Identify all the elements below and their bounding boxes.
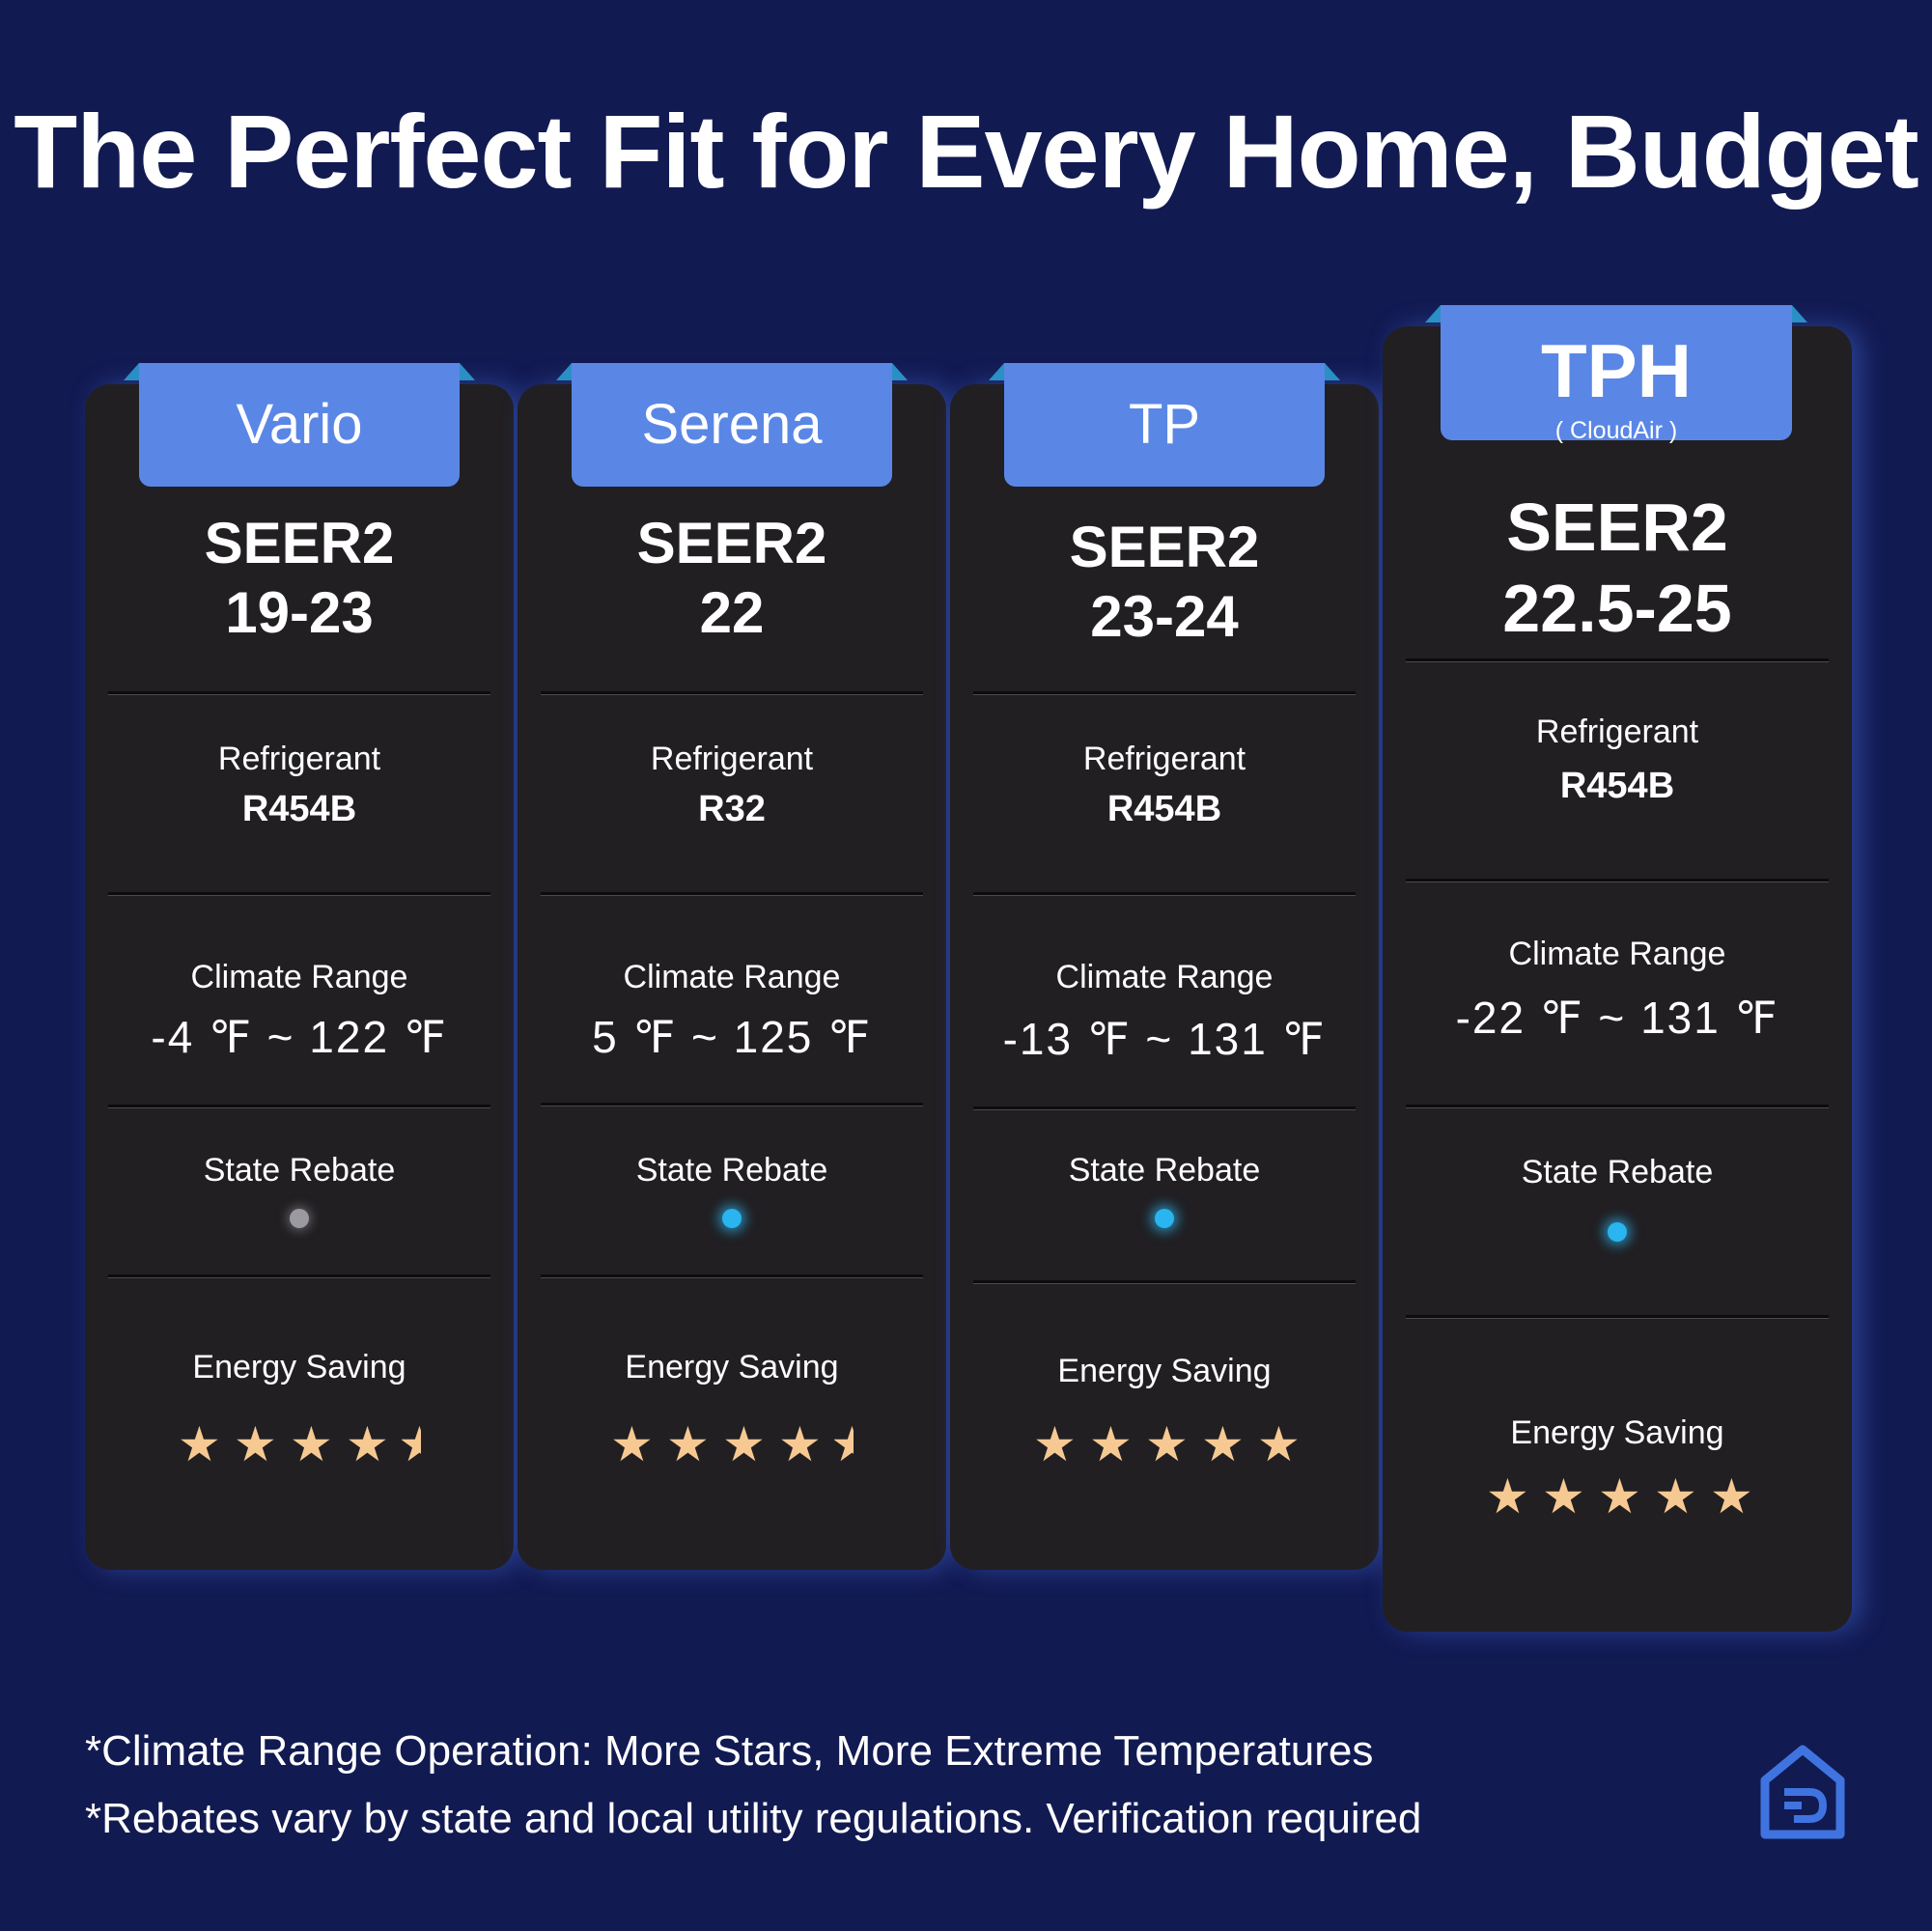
seer-value: 23-24 (1090, 584, 1239, 649)
energy-star-rating: ★★★★★ (1383, 1469, 1852, 1524)
divider (541, 1103, 923, 1106)
star-icon: ★ (290, 1417, 333, 1471)
climate-range-value: -13 ℉ ~ 131 ℉ (1002, 1014, 1327, 1064)
half-star-icon: ★ (402, 1417, 421, 1471)
refrigerant-label: Refrigerant (1535, 714, 1699, 750)
product-name: TP (1128, 393, 1201, 456)
energy-star-rating: ★★★★★ (85, 1417, 514, 1471)
refrigerant-label: Refrigerant (217, 741, 381, 777)
energy-label: Energy Saving (1057, 1353, 1272, 1389)
half-star-icon: ★ (834, 1417, 854, 1471)
divider (108, 1105, 490, 1108)
product-name: Vario (236, 393, 363, 456)
seer-label: SEER2 (204, 511, 395, 575)
seer-value: 22 (699, 580, 765, 645)
climate-label: Climate Range (1508, 936, 1726, 972)
refrigerant-label: Refrigerant (1082, 741, 1246, 777)
divider (541, 691, 923, 695)
energy-star-rating: ★★★★★ (950, 1417, 1379, 1471)
product-subname: ( CloudAir ) (1554, 417, 1678, 444)
product-card-vario: Vario SEER2 19-23 Refrigerant R454B Clim… (85, 363, 514, 1570)
card-header-tab: TP (989, 363, 1340, 487)
refrigerant-value: R454B (241, 789, 357, 829)
divider (973, 691, 1356, 695)
star-icon: ★ (1486, 1469, 1529, 1524)
star-icon: ★ (1201, 1417, 1245, 1471)
rebate-indicator (1608, 1222, 1627, 1242)
card-header-tab: Vario (124, 363, 475, 487)
divider (973, 1106, 1356, 1110)
star-icon: ★ (778, 1417, 822, 1471)
refrigerant-value: R454B (1106, 789, 1222, 829)
divider (108, 892, 490, 896)
rebate-indicator (1155, 1209, 1174, 1228)
star-icon: ★ (666, 1417, 710, 1471)
card-header-tab: Serena (556, 363, 908, 487)
star-icon: ★ (1654, 1469, 1697, 1524)
divider (1406, 1315, 1829, 1319)
footnote-climate: *Climate Range Operation: More Stars, Mo… (85, 1727, 1374, 1775)
product-card-serena: Serena SEER2 22 Refrigerant R32 Climate … (518, 363, 946, 1570)
climate-label: Climate Range (1055, 959, 1274, 995)
divider (108, 691, 490, 695)
rebate-label: State Rebate (1521, 1154, 1714, 1190)
seer-label: SEER2 (636, 511, 827, 575)
seer-label: SEER2 (1506, 490, 1728, 565)
footnote-rebates: *Rebates vary by state and local utility… (85, 1795, 1422, 1842)
seer-value: 22.5-25 (1502, 571, 1732, 646)
product-card-tp: TP SEER2 23-24 Refrigerant R454B Climate… (950, 363, 1379, 1570)
energy-label: Energy Saving (192, 1349, 406, 1385)
page-title: The Perfect Fit for Every Home, Budget (14, 93, 1918, 210)
star-icon: ★ (1257, 1417, 1301, 1471)
seer-label: SEER2 (1069, 515, 1260, 579)
divider (973, 1280, 1356, 1284)
star-icon: ★ (1089, 1417, 1133, 1471)
divider (1406, 1105, 1829, 1108)
climate-label: Climate Range (190, 959, 408, 995)
climate-label: Climate Range (623, 959, 841, 995)
star-icon: ★ (1145, 1417, 1189, 1471)
divider (541, 892, 923, 896)
house-logo-icon (1760, 1745, 1845, 1839)
rebate-label: State Rebate (635, 1152, 828, 1189)
divider (1406, 658, 1829, 662)
star-icon: ★ (1033, 1417, 1077, 1471)
climate-range-value: -22 ℉ ~ 131 ℉ (1455, 993, 1779, 1043)
rebate-indicator (290, 1209, 309, 1228)
seer-value: 19-23 (225, 580, 374, 645)
star-icon: ★ (610, 1417, 654, 1471)
climate-range-value: -4 ℉ ~ 122 ℉ (151, 1012, 448, 1062)
star-icon: ★ (178, 1417, 221, 1471)
rebate-label: State Rebate (1068, 1152, 1261, 1189)
rebate-label: State Rebate (203, 1152, 396, 1189)
star-icon: ★ (1598, 1469, 1641, 1524)
star-icon: ★ (1710, 1469, 1753, 1524)
product-name: TPH (1541, 328, 1692, 413)
divider (1406, 879, 1829, 882)
divider (108, 1274, 490, 1278)
star-icon: ★ (722, 1417, 766, 1471)
energy-label: Energy Saving (625, 1349, 839, 1385)
star-icon: ★ (346, 1417, 389, 1471)
product-name: Serena (641, 393, 823, 456)
divider (973, 892, 1356, 896)
refrigerant-label: Refrigerant (650, 741, 814, 777)
refrigerant-value: R454B (1559, 766, 1675, 806)
rebate-indicator (722, 1209, 742, 1228)
energy-star-rating: ★★★★★ (518, 1417, 946, 1471)
refrigerant-value: R32 (698, 789, 766, 829)
energy-label: Energy Saving (1510, 1414, 1724, 1451)
product-card-tph: TPH ( CloudAir ) SEER2 22.5-25 Refrigera… (1383, 305, 1852, 1632)
card-header-tab: TPH ( CloudAir ) (1425, 305, 1807, 444)
climate-range-value: 5 ℉ ~ 125 ℉ (592, 1012, 872, 1062)
star-icon: ★ (1542, 1469, 1585, 1524)
star-icon: ★ (234, 1417, 277, 1471)
divider (541, 1274, 923, 1278)
